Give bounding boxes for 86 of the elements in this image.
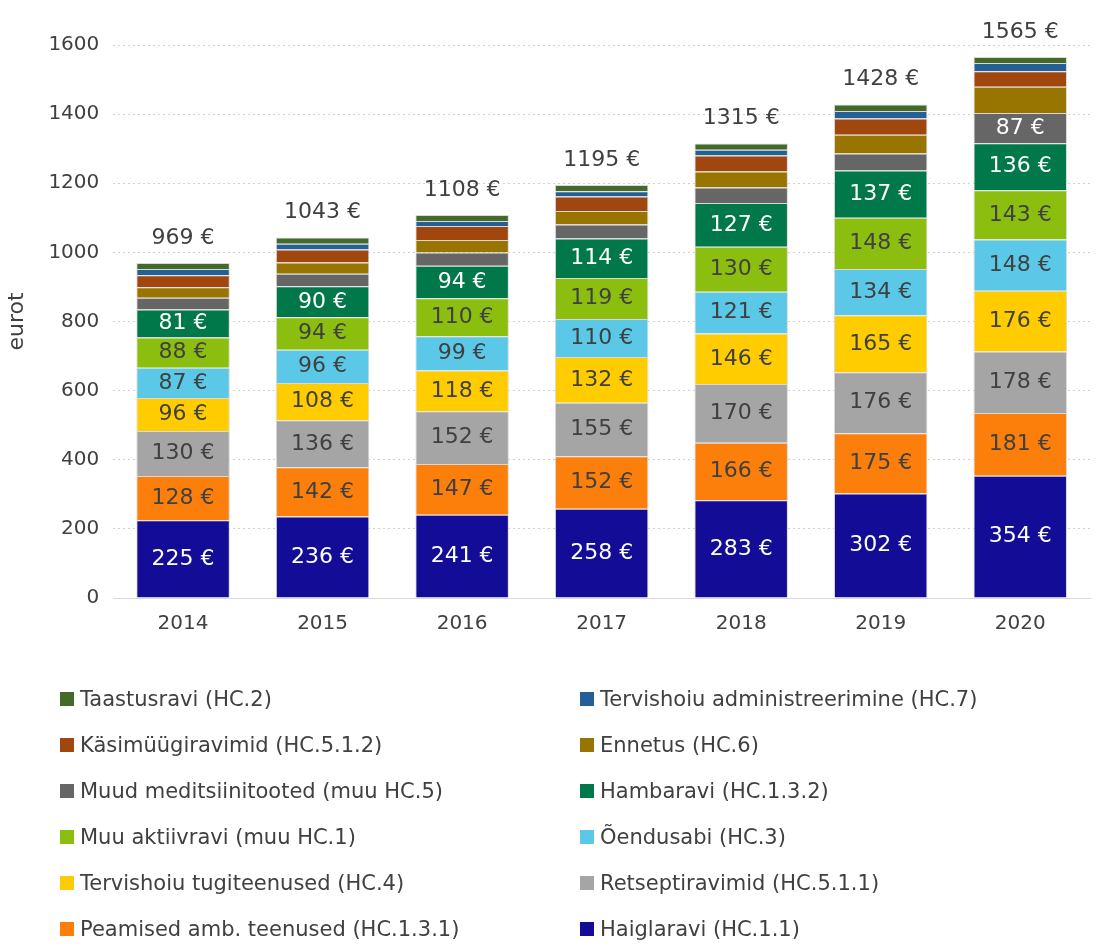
data-label: 137 € bbox=[849, 179, 913, 205]
data-label: 178 € bbox=[988, 368, 1052, 394]
data-label: 94 € bbox=[298, 319, 348, 345]
data-label: 87 € bbox=[158, 368, 208, 394]
data-label: 130 € bbox=[709, 255, 773, 281]
total-label: 1108 € bbox=[423, 175, 501, 201]
legend-label: Tervishoiu tugiteenused (HC.4) bbox=[80, 871, 405, 895]
data-label: 165 € bbox=[849, 329, 913, 355]
data-label: 302 € bbox=[849, 531, 913, 557]
data-label: 176 € bbox=[988, 306, 1052, 332]
x-tick-label: 2018 bbox=[715, 610, 767, 635]
data-label: 147 € bbox=[430, 475, 494, 501]
y-tick-label: 0 bbox=[86, 584, 100, 609]
data-label: 99 € bbox=[437, 339, 487, 365]
data-label: 175 € bbox=[849, 449, 913, 475]
legend-label: Haiglaravi (HC.1.1) bbox=[600, 917, 800, 941]
legend-label: Käsimüügiravimid (HC.5.1.2) bbox=[80, 733, 383, 757]
data-label: 128 € bbox=[151, 483, 215, 509]
data-label: 87 € bbox=[995, 113, 1045, 139]
data-label: 146 € bbox=[709, 344, 773, 370]
y-tick-label: 1600 bbox=[48, 31, 100, 56]
data-label: 283 € bbox=[709, 534, 773, 560]
total-label: 969 € bbox=[151, 223, 215, 249]
y-axis-title: eurot bbox=[2, 292, 28, 351]
data-label: 354 € bbox=[988, 522, 1052, 548]
total-label: 1565 € bbox=[981, 17, 1059, 43]
data-label: 108 € bbox=[291, 387, 355, 413]
data-label: 181 € bbox=[988, 430, 1052, 456]
data-label: 118 € bbox=[430, 376, 494, 402]
data-label: 90 € bbox=[298, 287, 348, 313]
legend-label: Retseptiravimid (HC.5.1.1) bbox=[600, 871, 880, 895]
legend-label: Õendusabi (HC.3) bbox=[600, 825, 786, 849]
data-label: 143 € bbox=[988, 200, 1052, 226]
data-label: 136 € bbox=[988, 152, 1052, 178]
y-tick-label: 1000 bbox=[48, 238, 100, 263]
x-tick-label: 2020 bbox=[994, 610, 1046, 635]
y-tick-label: 600 bbox=[61, 376, 100, 401]
data-label: 96 € bbox=[298, 352, 348, 378]
x-tick-label: 2014 bbox=[157, 610, 209, 635]
data-label: 258 € bbox=[570, 538, 634, 564]
data-label: 236 € bbox=[291, 542, 355, 568]
data-label: 130 € bbox=[151, 439, 215, 465]
total-label: 1043 € bbox=[284, 198, 362, 224]
data-label: 81 € bbox=[158, 309, 208, 335]
y-tick-label: 400 bbox=[61, 445, 100, 470]
data-label: 148 € bbox=[988, 250, 1052, 276]
y-tick-label: 1400 bbox=[48, 100, 100, 125]
legend-label: Muud meditsiinitooted (muu HC.5) bbox=[80, 779, 443, 803]
legend-label: Taastusravi (HC.2) bbox=[80, 687, 272, 711]
data-label: 152 € bbox=[430, 423, 494, 449]
legend-label: Muu aktiivravi (muu HC.1) bbox=[80, 825, 356, 849]
x-tick-label: 2016 bbox=[436, 610, 488, 635]
data-label: 88 € bbox=[158, 338, 208, 364]
y-tick-label: 200 bbox=[61, 515, 100, 540]
y-tick-label: 1200 bbox=[48, 169, 100, 194]
data-label: 142 € bbox=[291, 477, 355, 503]
data-label: 170 € bbox=[709, 399, 773, 425]
data-label: 166 € bbox=[709, 457, 773, 483]
data-label: 114 € bbox=[570, 243, 634, 269]
x-tick-label: 2019 bbox=[855, 610, 907, 635]
legend-label: Ennetus (HC.6) bbox=[600, 733, 759, 757]
data-label: 136 € bbox=[291, 429, 355, 455]
data-label: 110 € bbox=[430, 303, 494, 329]
data-label: 176 € bbox=[849, 388, 913, 414]
total-label: 1315 € bbox=[702, 104, 780, 130]
legend-label: Hambaravi (HC.1.3.2) bbox=[600, 779, 829, 803]
total-label: 1195 € bbox=[563, 145, 641, 171]
data-label: 241 € bbox=[430, 541, 494, 567]
data-label: 134 € bbox=[849, 277, 913, 303]
data-label: 96 € bbox=[158, 400, 208, 426]
x-tick-label: 2015 bbox=[297, 610, 349, 635]
data-label: 121 € bbox=[709, 298, 773, 324]
x-tick-label: 2017 bbox=[576, 610, 628, 635]
data-label: 127 € bbox=[709, 210, 773, 236]
data-label: 155 € bbox=[570, 415, 634, 441]
legend-label: Tervishoiu administreerimine (HC.7) bbox=[600, 687, 978, 711]
y-tick-label: 800 bbox=[61, 307, 100, 332]
data-label: 225 € bbox=[151, 544, 215, 570]
data-label: 148 € bbox=[849, 229, 913, 255]
data-label: 110 € bbox=[570, 323, 634, 349]
data-label: 119 € bbox=[570, 284, 634, 310]
total-label: 1428 € bbox=[842, 65, 920, 91]
data-label: 152 € bbox=[570, 468, 634, 494]
data-label: 132 € bbox=[570, 365, 634, 391]
data-label: 94 € bbox=[437, 267, 487, 293]
legend-label: Peamised amb. teenused (HC.1.3.1) bbox=[80, 917, 460, 941]
